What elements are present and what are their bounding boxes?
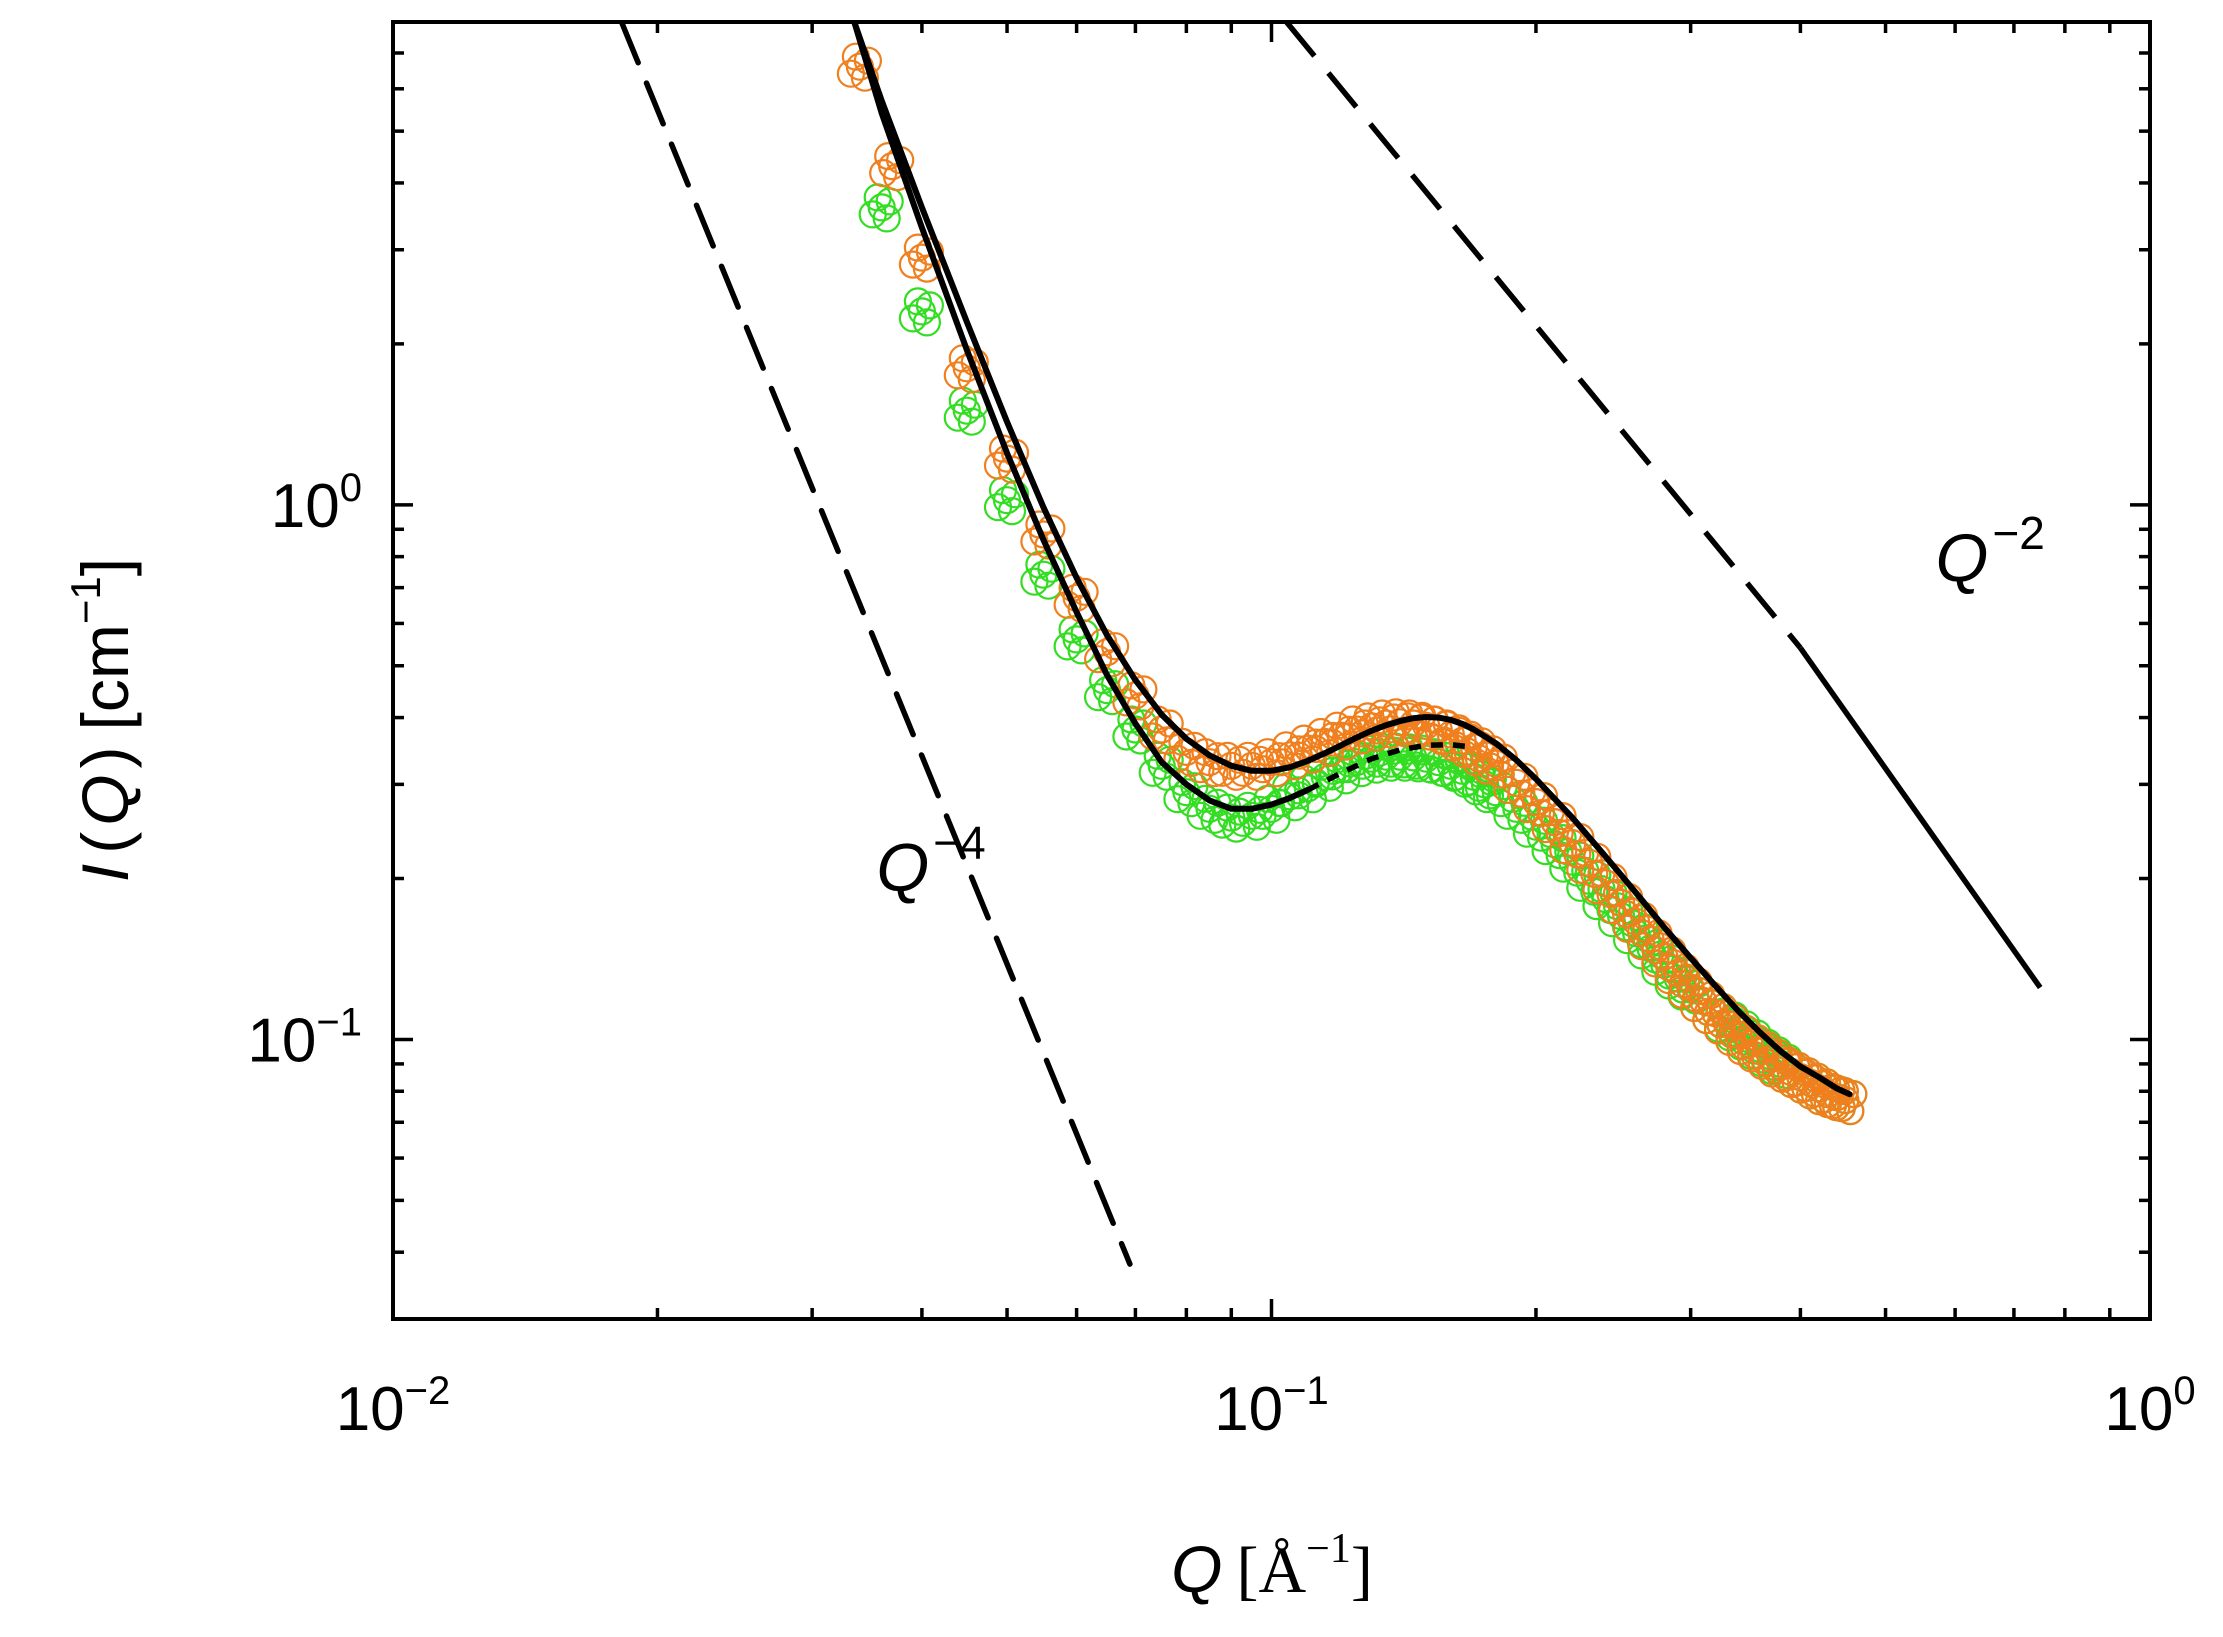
y-axis-unit-close: ]: [68, 558, 142, 576]
plot-area: [618, 22, 2043, 1267]
q-minus-4-label: Q−4: [876, 816, 985, 905]
y-tick-label: 100: [271, 466, 362, 541]
orange-data-point: [1100, 632, 1130, 661]
y-axis-symbol: I: [68, 864, 142, 882]
orange-data-point: [1626, 918, 1656, 947]
y-tick-label: 10−1: [247, 1000, 362, 1075]
orange-data-point: [1580, 859, 1609, 888]
y-axis-arg-open: (: [68, 832, 142, 854]
x-axis-label: Q [Å−1]: [1171, 1526, 1373, 1607]
y-axis-arg-symbol: Q: [68, 774, 142, 825]
x-tick-label: 10−1: [1214, 1369, 1329, 1444]
x-axis-unit-open: [Å: [1237, 1534, 1307, 1607]
y-axis-label: I ( Q) [cm−1]: [62, 558, 142, 882]
q-4-slope-guide-line: [618, 22, 1133, 1267]
green-data-point: [1331, 766, 1361, 795]
y-axis-arg-close: ): [68, 746, 142, 768]
x-tick-label: 10−2: [336, 1369, 451, 1444]
orange-data-point: [1203, 742, 1232, 771]
orange-data-point: [1129, 675, 1158, 704]
x-tick-label: 100: [2104, 1369, 2195, 1444]
orange-data-point: [1529, 781, 1559, 811]
green-data-point: [912, 308, 942, 337]
x-axis-unit-close: ]: [1351, 1534, 1373, 1607]
y-axis-unit-open: [cm: [68, 624, 142, 730]
fit-lower-line: [851, 22, 1311, 812]
tick-layer: [391, 20, 2152, 1321]
orange-data-point: [1475, 752, 1505, 781]
annotation-layer: Q−4 Q−2: [876, 507, 2045, 905]
x-axis-symbol: Q: [1171, 1532, 1222, 1606]
q-2-slope-guide-dashed-segment: [1284, 22, 1803, 650]
q-minus-2-label: Q−2: [1936, 507, 2045, 596]
orange-data-point: [1507, 779, 1536, 808]
orange-data-point: [915, 237, 945, 266]
orange-data-point: [1070, 577, 1099, 606]
orange-data-point: [1242, 762, 1272, 791]
fit-upper-line: [851, 22, 1853, 1098]
green-data-point: [915, 291, 945, 320]
orange-data-point: [1177, 748, 1206, 778]
q-2-slope-guide-solid-segment: [1798, 646, 2043, 990]
orange-data-point: [1486, 760, 1515, 789]
orange-data-point: [1812, 1068, 1842, 1097]
tick-label-layer: 10−2 10−1 100 10−1 100: [247, 466, 2195, 1444]
orange-data-point: [1836, 1096, 1865, 1126]
green-data-point: [957, 407, 986, 436]
series-layer: [618, 22, 2043, 1267]
orange-data-point: [1526, 798, 1556, 828]
green-data-point: [872, 204, 901, 233]
green-data-point: [997, 497, 1027, 526]
x-axis-unit-exp: −1: [1306, 1526, 1351, 1572]
orange-data-point: [1839, 1079, 1868, 1109]
y-axis-unit-exp: −1: [62, 576, 109, 624]
